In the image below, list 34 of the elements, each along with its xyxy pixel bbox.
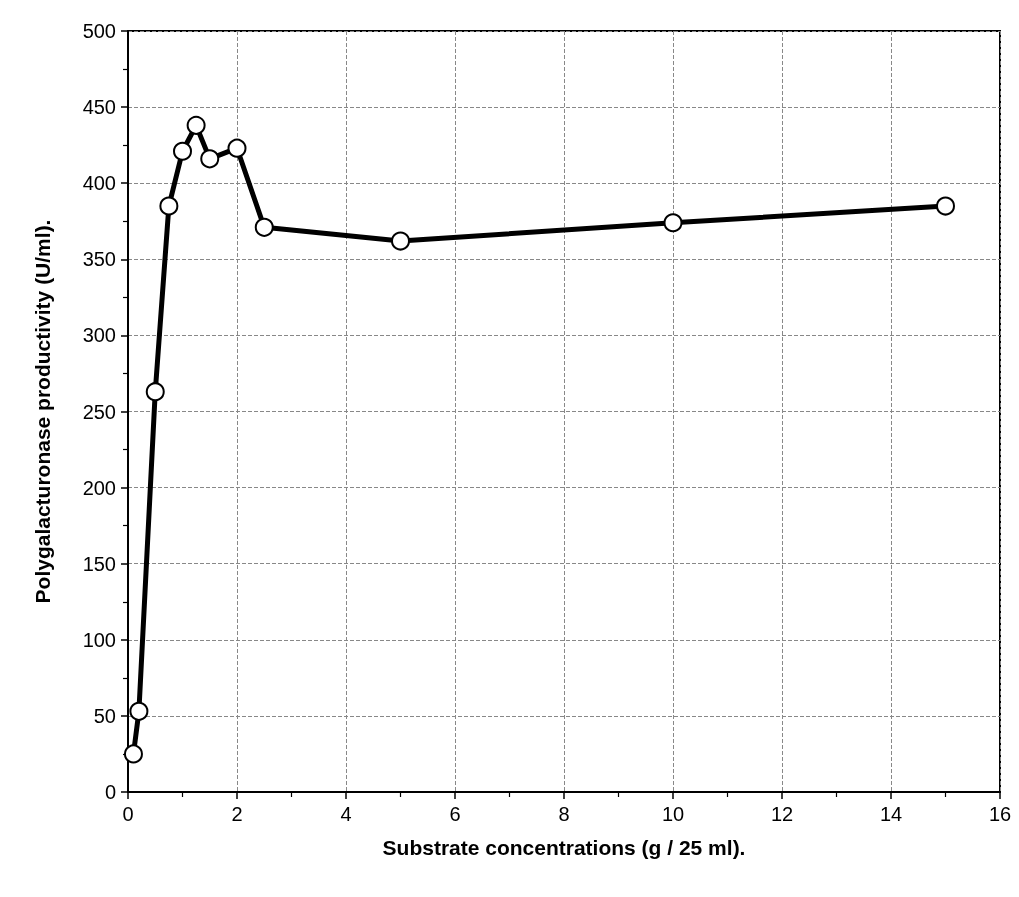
point — [936, 196, 955, 216]
x-tick-label: 2 — [231, 803, 243, 825]
x-tick-label: 4 — [340, 803, 352, 825]
point — [391, 231, 410, 251]
y-tick-label: 300 — [82, 324, 116, 347]
point — [159, 196, 179, 216]
point — [173, 141, 192, 161]
point — [663, 213, 683, 233]
x-tick-label: 16 — [988, 803, 1012, 825]
point — [254, 217, 274, 237]
x-tick-label: 6 — [449, 803, 461, 825]
x-tick-label: 14 — [879, 803, 903, 825]
y-tick-label: 150 — [82, 552, 116, 575]
point — [145, 382, 165, 402]
y-axis-title: Polygalacturonase productivity (U/ml). — [31, 219, 54, 604]
x-axis-title: Substrate concentrations (g / 25 ml). — [382, 836, 746, 859]
y-tick-label: 400 — [82, 172, 116, 195]
y-tick-label: 50 — [93, 704, 116, 727]
y-tick-label: 200 — [82, 476, 116, 499]
x-tick-label: 12 — [770, 803, 794, 825]
y-tick-label: 450 — [82, 96, 116, 119]
x-tick-label: 8 — [558, 803, 570, 825]
x-tick-label: 0 — [122, 803, 134, 825]
point — [123, 744, 143, 764]
y-tick-label: 350 — [82, 248, 116, 271]
y-tick-label: 250 — [82, 400, 116, 423]
y-tick-label: 0 — [104, 781, 116, 803]
point — [200, 149, 220, 169]
point — [129, 701, 149, 721]
point — [186, 115, 206, 135]
y-tick-label: 100 — [82, 628, 116, 651]
point — [227, 138, 247, 158]
y-tick-label: 500 — [82, 20, 116, 42]
x-tick-label: 10 — [661, 803, 685, 825]
